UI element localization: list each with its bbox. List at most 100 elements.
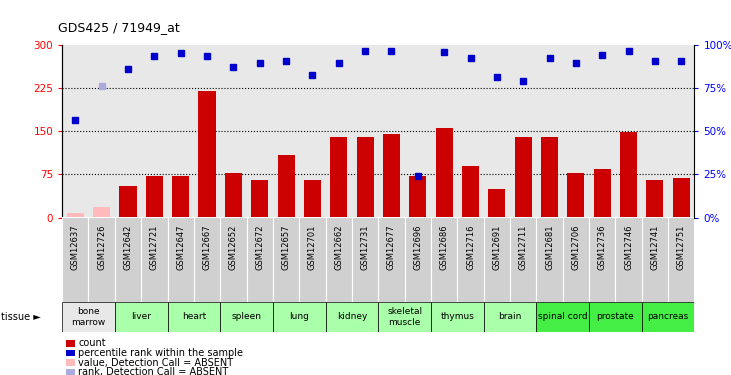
Bar <box>199 91 216 218</box>
Bar <box>589 217 616 302</box>
Bar <box>278 155 295 218</box>
Text: lung: lung <box>289 312 309 321</box>
Text: GSM12696: GSM12696 <box>413 224 423 270</box>
Text: spinal cord: spinal cord <box>538 312 588 321</box>
Text: GDS425 / 71949_at: GDS425 / 71949_at <box>58 21 181 34</box>
Bar <box>431 302 484 332</box>
Bar <box>537 302 589 332</box>
Text: GSM12667: GSM12667 <box>202 224 211 270</box>
Bar <box>668 217 694 302</box>
Text: GSM12642: GSM12642 <box>124 224 132 270</box>
Text: GSM12751: GSM12751 <box>677 224 686 270</box>
Text: GSM12711: GSM12711 <box>519 224 528 270</box>
Bar <box>225 172 242 217</box>
Text: GSM12746: GSM12746 <box>624 224 633 270</box>
Bar <box>220 302 273 332</box>
Bar <box>458 217 484 302</box>
Bar <box>646 180 664 218</box>
Bar <box>167 302 220 332</box>
Bar <box>299 217 325 302</box>
Text: GSM12736: GSM12736 <box>598 224 607 270</box>
Bar <box>330 137 347 218</box>
Bar <box>67 213 84 217</box>
Text: tissue ►: tissue ► <box>1 312 41 322</box>
Text: percentile rank within the sample: percentile rank within the sample <box>78 348 243 358</box>
Bar <box>541 137 558 218</box>
Bar <box>352 217 379 302</box>
Text: GSM12662: GSM12662 <box>334 224 344 270</box>
Bar <box>563 217 589 302</box>
Bar <box>88 217 115 302</box>
Text: thymus: thymus <box>440 312 474 321</box>
Bar <box>510 217 537 302</box>
Bar <box>304 180 321 218</box>
Text: skeletal
muscle: skeletal muscle <box>387 307 423 327</box>
Text: GSM12677: GSM12677 <box>387 224 396 270</box>
Text: GSM12691: GSM12691 <box>493 224 501 270</box>
Text: GSM12672: GSM12672 <box>255 224 264 270</box>
Text: GSM12652: GSM12652 <box>229 224 238 270</box>
Text: GSM12706: GSM12706 <box>572 224 580 270</box>
Bar <box>567 172 585 217</box>
Bar <box>194 217 220 302</box>
Bar <box>273 217 299 302</box>
Text: rank, Detection Call = ABSENT: rank, Detection Call = ABSENT <box>78 368 229 375</box>
Bar <box>589 302 642 332</box>
Bar <box>325 217 352 302</box>
Text: GSM12637: GSM12637 <box>71 224 80 270</box>
Bar <box>119 186 137 218</box>
Bar <box>462 166 479 218</box>
Bar <box>594 169 611 217</box>
Text: GSM12647: GSM12647 <box>176 224 185 270</box>
Bar <box>115 302 167 332</box>
Bar <box>484 217 510 302</box>
Bar <box>642 217 668 302</box>
Text: kidney: kidney <box>337 312 367 321</box>
Bar <box>537 217 563 302</box>
Bar <box>620 132 637 218</box>
Bar <box>62 302 115 332</box>
Text: spleen: spleen <box>232 312 262 321</box>
Bar <box>383 134 400 218</box>
Bar <box>251 180 268 218</box>
Text: GSM12726: GSM12726 <box>97 224 106 270</box>
Bar <box>379 217 405 302</box>
Bar <box>405 217 431 302</box>
Text: GSM12731: GSM12731 <box>360 224 370 270</box>
Bar <box>642 302 694 332</box>
Text: pancreas: pancreas <box>648 312 689 321</box>
Text: prostate: prostate <box>596 312 635 321</box>
Text: GSM12686: GSM12686 <box>439 224 449 270</box>
Bar <box>515 137 531 218</box>
Text: GSM12701: GSM12701 <box>308 224 317 270</box>
Text: GSM12716: GSM12716 <box>466 224 475 270</box>
Bar <box>616 217 642 302</box>
Bar <box>141 217 167 302</box>
Bar <box>357 137 374 218</box>
Bar <box>167 217 194 302</box>
Bar <box>431 217 458 302</box>
Text: count: count <box>78 338 106 348</box>
Bar <box>673 178 690 218</box>
Bar <box>436 128 452 217</box>
Bar <box>273 302 325 332</box>
Bar <box>409 176 426 218</box>
Text: GSM12721: GSM12721 <box>150 224 159 270</box>
Text: heart: heart <box>182 312 206 321</box>
Text: bone
marrow: bone marrow <box>72 307 105 327</box>
Bar <box>115 217 141 302</box>
Bar <box>145 176 163 217</box>
Text: brain: brain <box>499 312 522 321</box>
Text: GSM12657: GSM12657 <box>281 224 291 270</box>
Bar <box>484 302 537 332</box>
Text: value, Detection Call = ABSENT: value, Detection Call = ABSENT <box>78 358 233 368</box>
Text: GSM12681: GSM12681 <box>545 224 554 270</box>
Text: GSM12741: GSM12741 <box>651 224 659 270</box>
Bar <box>220 217 246 302</box>
Bar <box>325 302 379 332</box>
Text: liver: liver <box>131 312 151 321</box>
Bar <box>488 189 505 218</box>
Bar <box>246 217 273 302</box>
Bar <box>62 217 88 302</box>
Bar <box>379 302 431 332</box>
